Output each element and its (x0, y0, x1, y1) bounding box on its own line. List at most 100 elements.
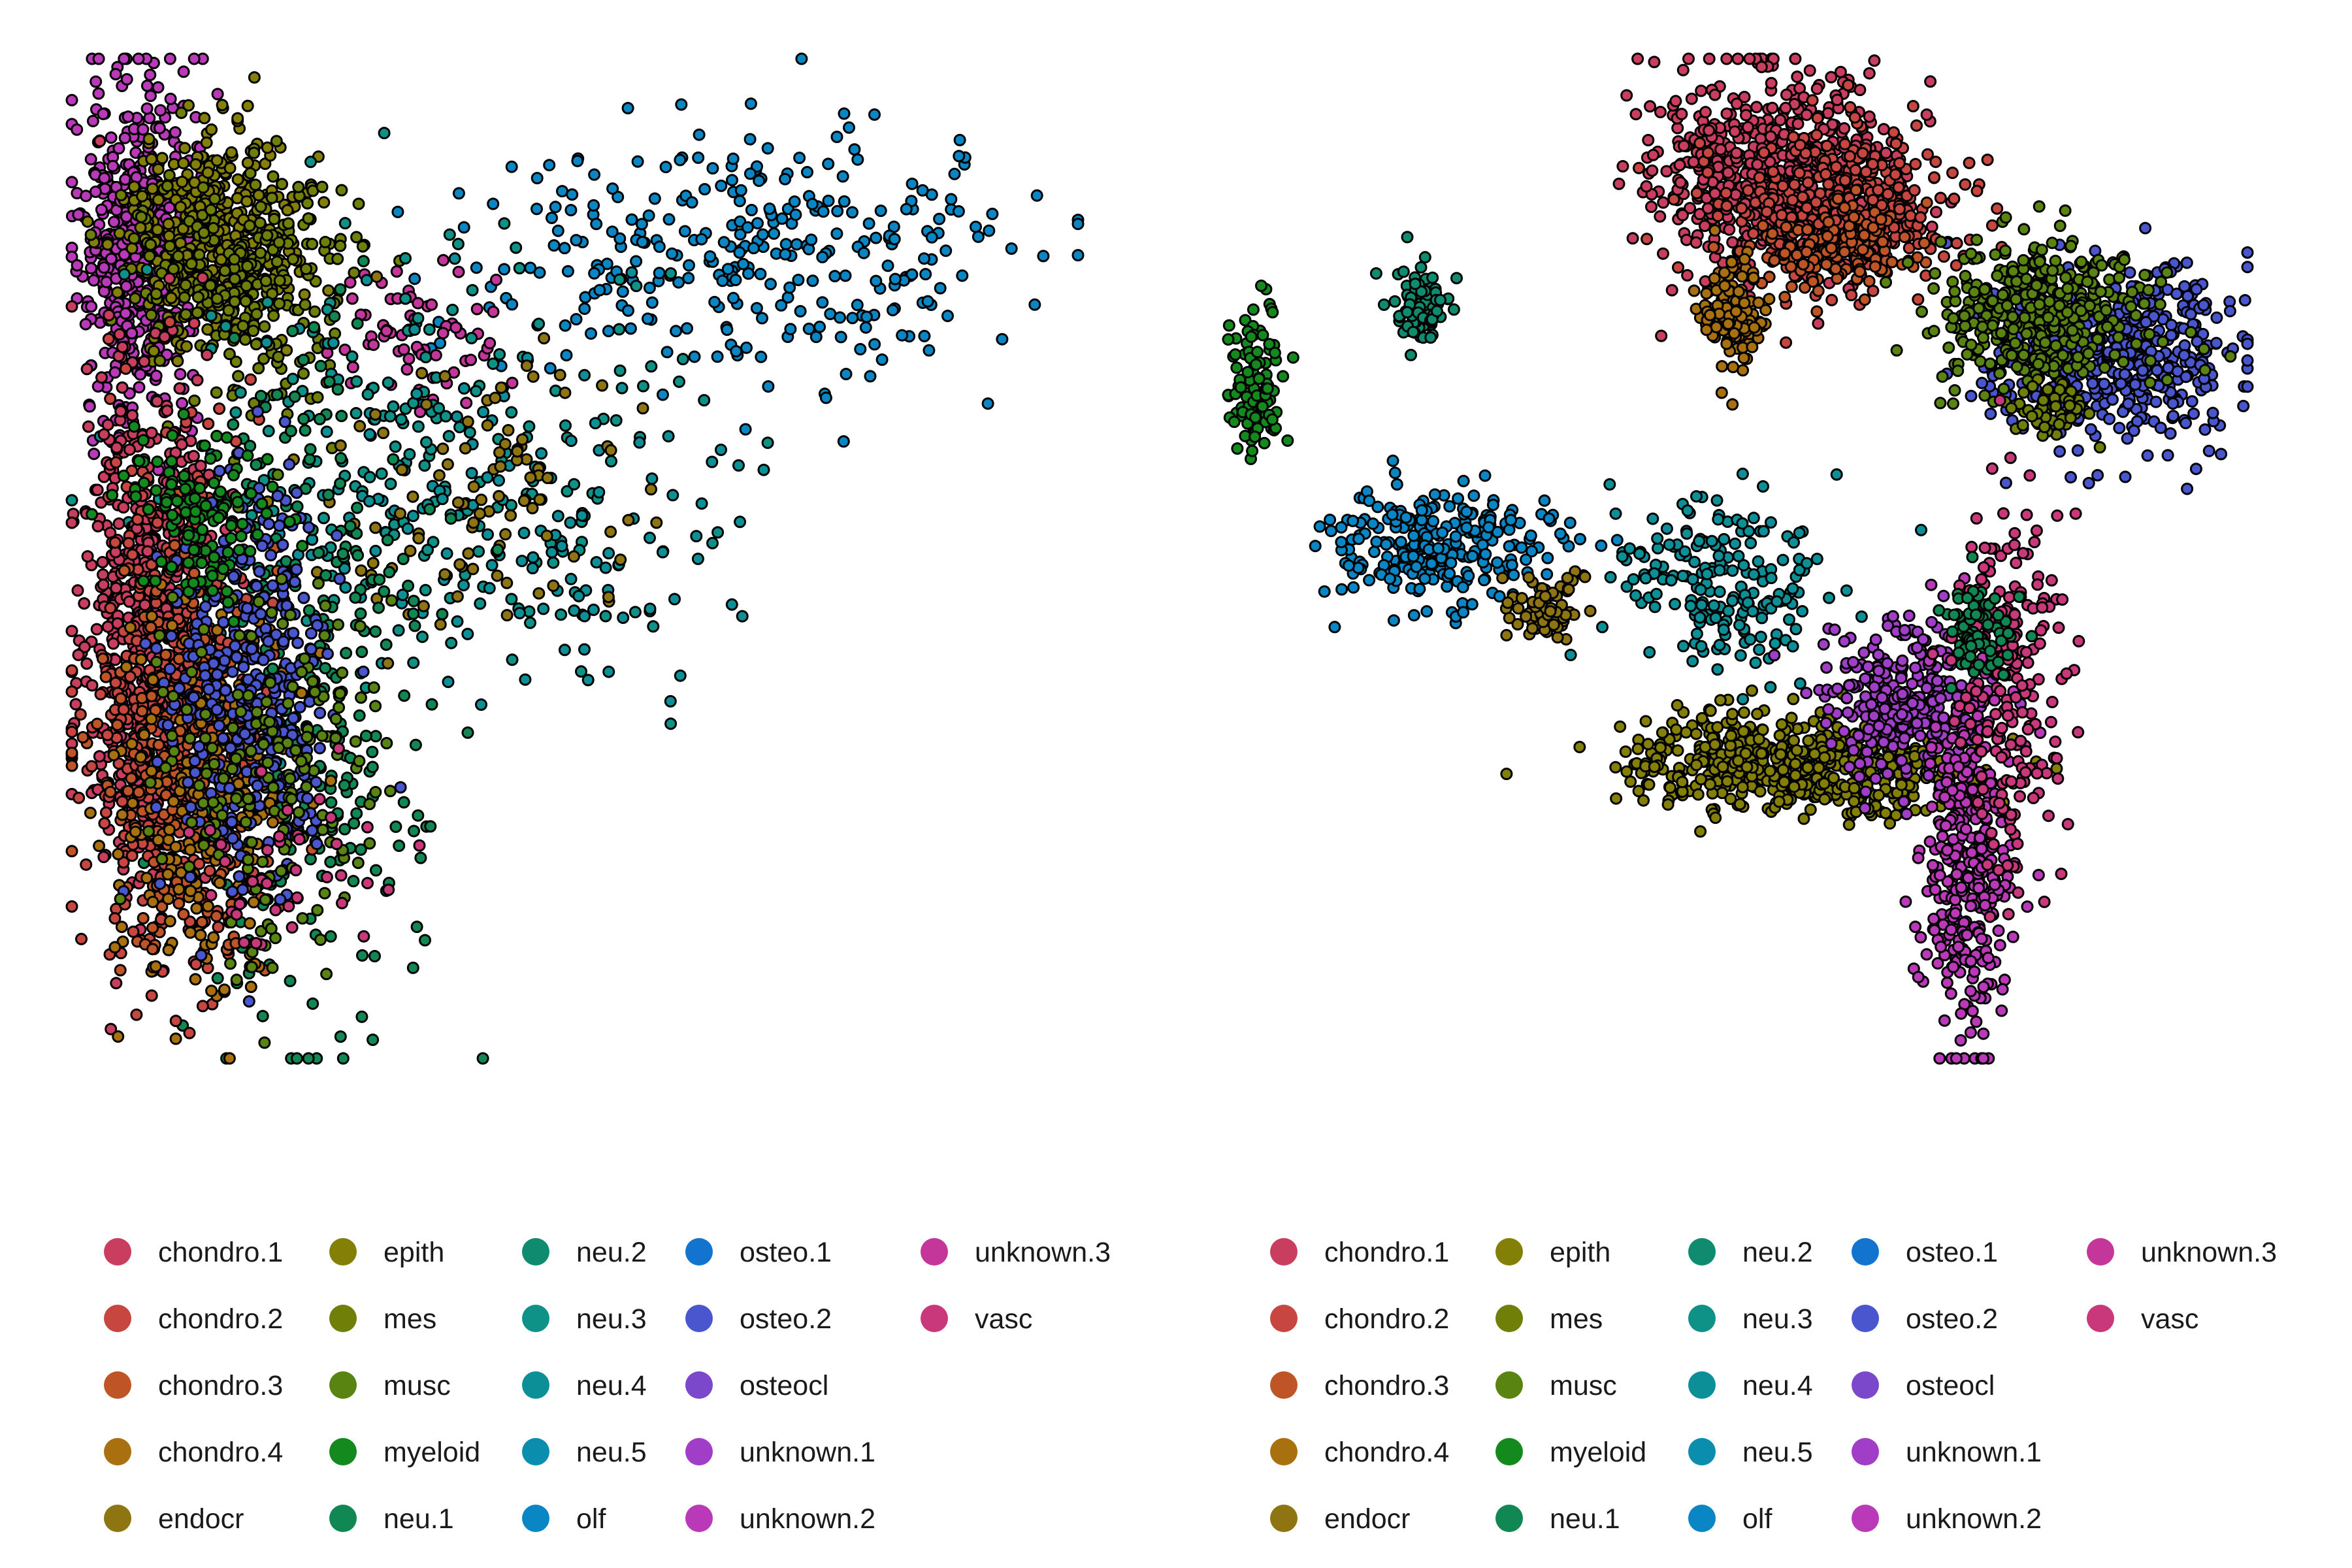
data-point (85, 262, 97, 275)
data-point (733, 246, 746, 259)
data-point (329, 713, 342, 725)
data-point (306, 997, 319, 1010)
data-point (559, 419, 572, 432)
data-point (214, 485, 227, 498)
data-point (870, 231, 883, 244)
data-point (761, 142, 774, 155)
data-point (302, 212, 315, 225)
data-point (834, 311, 846, 324)
data-point (424, 820, 437, 833)
data-point (843, 121, 855, 134)
data-point (906, 177, 919, 190)
data-point (222, 304, 235, 317)
data-point (916, 184, 929, 197)
data-point (257, 738, 270, 751)
data-point (318, 629, 331, 642)
data-point (216, 809, 229, 822)
data-point (520, 359, 533, 372)
data-point (101, 728, 114, 742)
data-point (888, 233, 901, 246)
data-point (398, 689, 411, 702)
data-point (284, 608, 297, 621)
data-point (99, 806, 112, 819)
data-point (188, 394, 201, 407)
data-point (695, 233, 708, 246)
data-point (112, 517, 125, 530)
data-point (152, 738, 165, 751)
data-point (243, 917, 256, 930)
data-point (238, 727, 252, 740)
data-point (234, 386, 247, 399)
data-point (149, 574, 162, 587)
data-point (400, 363, 414, 376)
data-point (167, 795, 180, 808)
data-point (585, 327, 597, 340)
data-point (235, 705, 248, 718)
data-point (233, 629, 246, 642)
data-point (213, 402, 226, 415)
data-point (859, 321, 872, 334)
data-point (983, 224, 996, 237)
data-point (65, 516, 78, 529)
data-point (320, 425, 333, 438)
data-point (806, 197, 819, 210)
data-point (302, 521, 316, 534)
data-point (210, 386, 223, 399)
data-point (331, 529, 344, 542)
data-point (273, 519, 286, 532)
data-point (198, 112, 211, 125)
data-point (84, 228, 97, 241)
data-point (483, 336, 497, 350)
data-point (164, 92, 177, 105)
data-point (199, 669, 212, 682)
data-point (329, 732, 342, 745)
data-point (161, 404, 174, 417)
data-point (711, 350, 724, 363)
data-point (355, 1010, 368, 1023)
data-point (177, 157, 190, 170)
data-point (137, 912, 150, 924)
data-point (533, 266, 546, 279)
data-point (74, 708, 87, 721)
data-point (82, 420, 95, 433)
data-point (65, 300, 78, 313)
data-point (372, 601, 385, 614)
data-point (127, 232, 140, 245)
data-point (101, 238, 114, 251)
data-point (226, 885, 239, 898)
data-point (80, 657, 93, 670)
data-point (414, 851, 427, 864)
data-point (420, 398, 433, 411)
data-point (1646, 164, 1659, 177)
data-point (252, 189, 265, 202)
data-point (108, 941, 122, 954)
data-point (72, 208, 85, 221)
data-point (532, 587, 546, 600)
data-point (839, 269, 852, 282)
data-point (334, 1030, 347, 1043)
data-point (205, 123, 218, 136)
data-point (630, 280, 643, 293)
data-point (629, 606, 642, 619)
data-point (789, 208, 802, 221)
data-point (434, 336, 447, 350)
data-point (140, 263, 154, 276)
data-point (227, 721, 240, 734)
data-point (564, 572, 578, 585)
data-point (308, 685, 321, 698)
data-point (245, 960, 258, 973)
data-point (334, 439, 347, 452)
data-point (624, 322, 637, 335)
data-point (805, 233, 818, 246)
data-point (217, 616, 230, 629)
data-point (322, 488, 335, 501)
data-point (419, 583, 432, 596)
data-point (175, 106, 188, 120)
data-point (188, 755, 201, 768)
data-point (1930, 206, 1942, 219)
data-point (140, 79, 154, 92)
data-point (197, 839, 210, 852)
data-point (538, 332, 551, 345)
data-point (318, 512, 330, 525)
data-point (346, 350, 359, 363)
